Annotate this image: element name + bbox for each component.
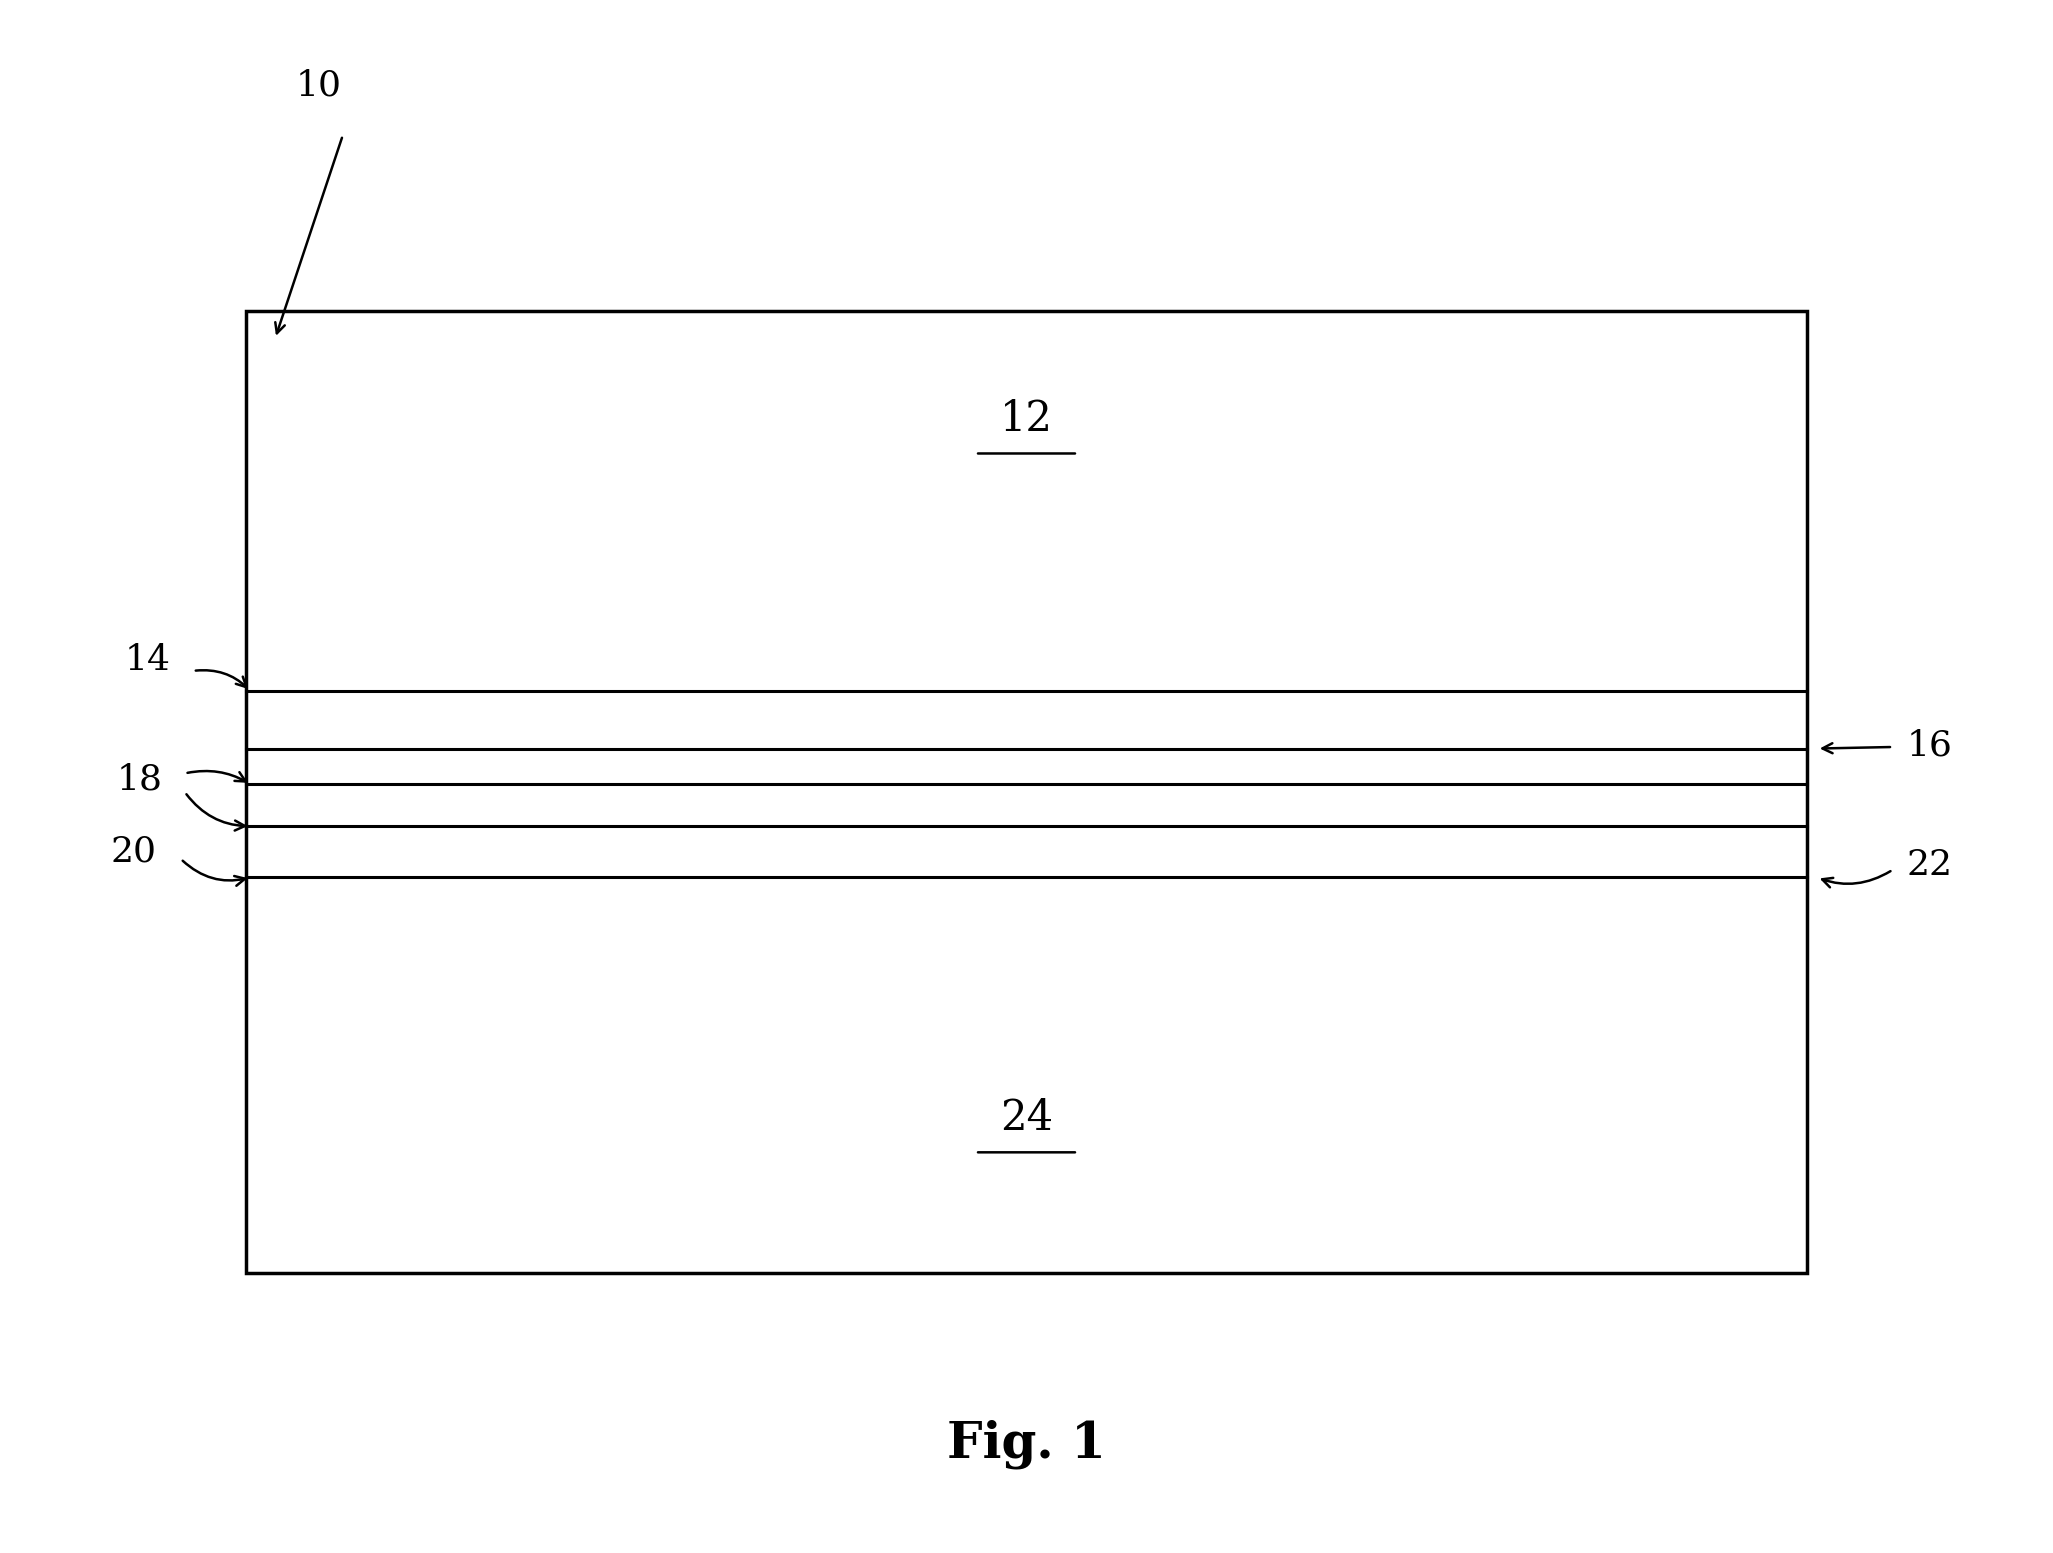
Bar: [246, 311, 1807, 1273]
Text: 14: 14: [125, 643, 170, 677]
Text: 18: 18: [117, 763, 162, 797]
Text: 10: 10: [296, 68, 341, 102]
Text: 16: 16: [1907, 728, 1952, 763]
Text: 12: 12: [1000, 398, 1053, 441]
Text: Fig. 1: Fig. 1: [946, 1419, 1107, 1469]
Text: 22: 22: [1907, 848, 1952, 882]
Text: 24: 24: [1000, 1096, 1053, 1140]
Text: 20: 20: [111, 834, 156, 868]
